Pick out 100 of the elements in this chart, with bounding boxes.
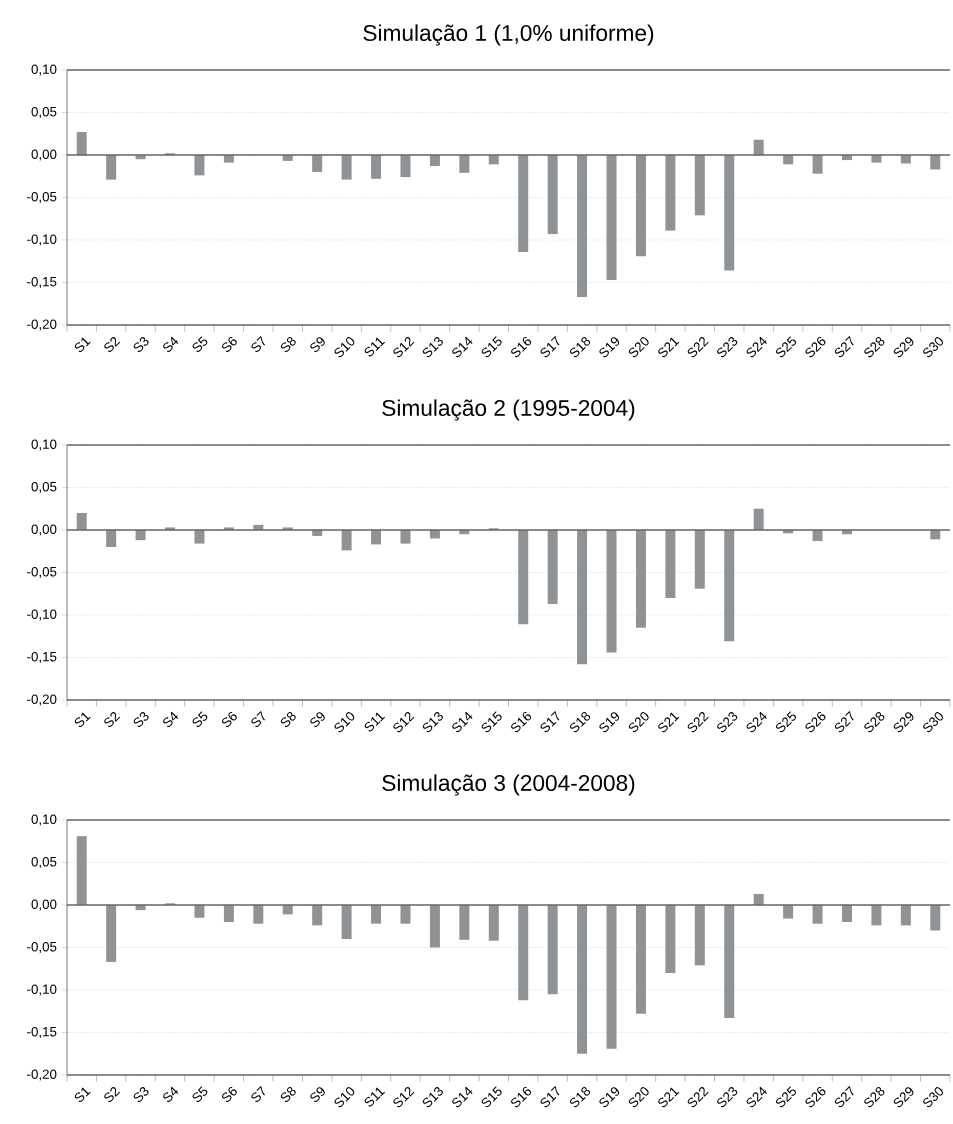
x-tick-label: S6	[221, 1086, 237, 1102]
x-tick-label: S11	[364, 1087, 386, 1107]
x-tick-label: S3	[133, 336, 149, 352]
y-tick-label: 0,10	[31, 439, 57, 451]
x-tick-label: S16	[511, 1086, 532, 1108]
x-tick-label: S24	[746, 336, 767, 358]
x-tick-label: S9	[310, 1087, 325, 1102]
x-tick-label: S9	[310, 337, 325, 352]
x-tick-label: S11	[364, 337, 386, 357]
y-tick-label: -0,10	[27, 234, 57, 246]
y-tick-label: 0,05	[31, 106, 57, 118]
x-tick-label: S22	[687, 336, 709, 358]
x-tick-label: S11	[364, 712, 386, 732]
y-tick-label: 0,05	[31, 856, 57, 869]
x-tick-label: S23	[717, 1086, 738, 1108]
x-tick-label: S3	[133, 711, 149, 727]
x-tick-label: S17	[540, 1086, 560, 1108]
x-tick-label: S29	[893, 712, 914, 733]
x-tick-label: S8	[280, 336, 296, 352]
x-tick-label: S7	[251, 335, 266, 352]
x-tick-label: S16	[511, 336, 532, 358]
x-tick-label: S23	[717, 711, 738, 733]
x-tick-label: S5	[192, 1086, 208, 1102]
x-tick-label: S15	[481, 1086, 502, 1108]
x-tick-label: S25	[775, 336, 797, 358]
x-tick-label: S8	[280, 1086, 296, 1102]
x-tick-label: S1	[74, 1087, 91, 1102]
x-tick-label: S21	[658, 337, 680, 358]
x-tick-label: S28	[864, 711, 885, 733]
x-tick-label: S12	[393, 711, 415, 733]
x-tick-label: S23	[717, 336, 738, 358]
y-tick-label: 0,10	[31, 814, 57, 826]
chart-title: Simulação 2 (1995-2004)	[382, 399, 635, 421]
y-tick-label: -0,10	[27, 984, 57, 996]
y-tick-label: -0,20	[27, 319, 57, 331]
x-tick-label: S16	[511, 711, 532, 733]
x-tick-label: S26	[805, 336, 826, 358]
x-tick-label: S26	[805, 1086, 826, 1108]
x-tick-label: S2	[104, 1086, 121, 1102]
x-tick-label: S26	[805, 711, 826, 733]
x-tick-label: S21	[658, 712, 680, 733]
y-tick-label: 0,10	[31, 64, 57, 76]
x-tick-label: S27	[834, 335, 854, 358]
x-tick-label: S30	[923, 712, 944, 733]
x-tick-label: S13	[422, 711, 443, 733]
y-tick-label: -0,20	[27, 1069, 57, 1081]
y-tick-label: -0,10	[27, 609, 57, 621]
x-tick-label: S29	[893, 337, 914, 358]
y-tick-label: -0,05	[27, 566, 57, 579]
chart-title: Simulação 3 (2004-2008)	[382, 774, 635, 796]
x-tick-label: S17	[540, 335, 560, 358]
x-tick-label: S13	[422, 1086, 443, 1108]
x-tick-label: S7	[251, 710, 266, 727]
x-tick-label: S18	[569, 711, 591, 733]
x-tick-label: S21	[658, 1087, 680, 1108]
x-tick-label: S2	[104, 336, 121, 352]
x-tick-label: S25	[775, 1086, 797, 1108]
x-tick-label: S22	[687, 1086, 709, 1108]
y-tick-label: 0,00	[31, 899, 57, 911]
x-tick-label: S19	[599, 337, 620, 358]
x-tick-label: S2	[104, 711, 121, 727]
x-tick-label: S9	[310, 712, 325, 727]
x-tick-label: S3	[133, 1086, 149, 1102]
x-tick-label: S8	[280, 711, 296, 727]
x-tick-label: S12	[393, 1086, 415, 1108]
x-tick-label: S10	[334, 712, 355, 733]
x-tick-label: S20	[628, 337, 649, 358]
x-tick-label: S6	[221, 711, 237, 727]
x-tick-label: S12	[393, 336, 415, 358]
x-tick-label: S14	[452, 1086, 473, 1108]
x-tick-label: S27	[834, 1086, 854, 1108]
x-tick-label: S20	[628, 1087, 649, 1108]
x-tick-label: S6	[221, 336, 237, 352]
y-tick-label: -0,05	[27, 191, 57, 203]
x-tick-label: S5	[192, 336, 208, 352]
x-tick-label: S7	[251, 1086, 266, 1102]
x-tick-label: S19	[599, 1087, 620, 1108]
x-tick-label: S20	[628, 712, 649, 733]
chart-title: Simulação 1 (1,0% uniforme)	[363, 24, 654, 46]
x-tick-label: S22	[687, 711, 709, 733]
x-tick-label: S28	[864, 336, 885, 358]
x-tick-label: S27	[834, 711, 854, 733]
x-tick-label: S4	[163, 1086, 179, 1102]
x-tick-label: S14	[452, 336, 473, 358]
x-tick-label: S25	[775, 711, 797, 733]
x-tick-label: S18	[569, 1086, 591, 1108]
x-tick-label: S28	[864, 1086, 885, 1108]
y-tick-label: -0,15	[27, 1026, 57, 1039]
y-tick-label: -0,20	[27, 694, 57, 706]
x-tick-label: S4	[163, 336, 179, 352]
x-tick-label: S18	[569, 336, 591, 358]
x-tick-label: S19	[599, 712, 620, 733]
y-tick-label: 0,00	[31, 149, 57, 161]
x-tick-label: S5	[192, 711, 208, 727]
x-tick-label: S15	[481, 711, 502, 733]
x-tick-label: S13	[422, 336, 443, 358]
x-tick-label: S30	[923, 1087, 944, 1108]
x-tick-label: S1	[74, 712, 91, 727]
x-tick-label: S4	[163, 711, 179, 727]
x-tick-label: S10	[334, 337, 355, 358]
